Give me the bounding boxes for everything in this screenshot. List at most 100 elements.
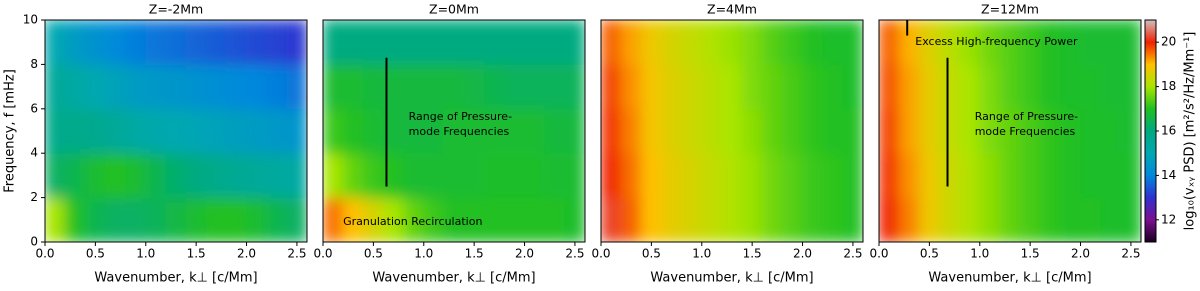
heat-cell: [64, 20, 86, 65]
heat-cell: [362, 20, 384, 65]
heat-cell: [781, 197, 804, 242]
heat-cell: [1059, 197, 1082, 242]
heat-cell: [443, 152, 465, 199]
heat-cell: [918, 63, 940, 110]
heat-cell: [463, 63, 485, 110]
colorbar-label: log₁₀(vₓᵧ PSD) [m²/s²/Hz/Mm⁻¹]: [1183, 32, 1198, 231]
heat-cell: [104, 20, 127, 65]
heat-cell: [64, 108, 86, 154]
heat-cell: [286, 152, 307, 199]
heat-cell: [64, 152, 86, 199]
heat-cell: [524, 108, 546, 154]
heat-cell: [898, 197, 920, 242]
heat-cell: [1120, 63, 1141, 110]
heat-cell: [362, 152, 384, 199]
plot-area: [45, 20, 307, 242]
heat-cell: [564, 152, 585, 199]
heat-cell: [266, 152, 288, 199]
heat-cell: [342, 63, 364, 110]
heatmap: [45, 20, 307, 242]
heat-cell: [681, 20, 703, 65]
heat-cell: [681, 63, 703, 110]
heat-cell: [165, 108, 187, 154]
heat-cell: [1100, 63, 1122, 110]
y-tick-label: 6: [30, 101, 38, 115]
heat-cell: [918, 20, 940, 65]
heat-cell: [483, 197, 505, 242]
heat-cell: [483, 108, 505, 154]
heat-cell: [362, 108, 384, 154]
x-tick-label: 0.0: [35, 247, 54, 261]
x-tick-label: 2.0: [1071, 247, 1090, 261]
heat-cell: [1100, 20, 1122, 65]
heat-cell: [165, 63, 187, 110]
heat-cell: [701, 197, 723, 242]
heat-cell: [205, 152, 227, 199]
heat-cell: [403, 152, 425, 199]
heat-cell: [761, 152, 783, 199]
heat-cell: [84, 152, 106, 199]
heat-cell: [1100, 197, 1122, 242]
heat-cell: [938, 63, 961, 110]
y-tick-label: 8: [30, 57, 38, 71]
heat-cell: [761, 197, 783, 242]
heat-cell: [620, 197, 642, 242]
heat-cell: [246, 63, 268, 110]
plot-area: [601, 20, 863, 242]
heat-cell: [879, 152, 900, 199]
heat-cell: [403, 197, 425, 242]
heat-cell: [802, 108, 824, 154]
heat-cell: [1039, 152, 1061, 199]
heat-cell: [1080, 20, 1102, 65]
heat-cell: [64, 197, 86, 242]
plot-frame: [322, 19, 586, 243]
heat-cell: [640, 20, 662, 65]
x-tick-label: 1.5: [465, 247, 484, 261]
heat-cell: [918, 197, 940, 242]
heat-cell: [225, 63, 248, 110]
heatmap: [323, 20, 585, 242]
heat-cell: [323, 63, 344, 110]
heat-cell: [443, 20, 465, 65]
annotation: mode Frequencies: [975, 125, 1076, 138]
heat-cell: [125, 20, 147, 65]
x-tick-label: 0.5: [364, 247, 383, 261]
heat-cell: [701, 108, 723, 154]
heat-cell: [483, 20, 505, 65]
heat-cell: [125, 152, 147, 199]
heat-cell: [721, 152, 743, 199]
heat-cell: [225, 108, 248, 154]
annotation: mode Frequencies: [409, 125, 510, 138]
heat-cell: [463, 20, 485, 65]
heat-cell: [761, 108, 783, 154]
plot-frame: [44, 19, 308, 243]
heat-cell: [524, 197, 546, 242]
heat-cell: [660, 108, 683, 154]
heat-cell: [938, 197, 961, 242]
heat-cell: [802, 20, 824, 65]
x-axis-label: Wavenumber, k⊥ [c/Mm]: [928, 271, 1091, 286]
panel-title: Z=12Mm: [981, 2, 1039, 17]
heat-cell: [741, 108, 763, 154]
heat-cell: [1080, 63, 1102, 110]
heat-cell: [225, 20, 248, 65]
heat-cell: [266, 197, 288, 242]
heat-cell: [544, 20, 566, 65]
heat-cell: [959, 108, 981, 154]
heat-cell: [524, 20, 546, 65]
heat-cell: [185, 108, 207, 154]
heat-cell: [165, 20, 187, 65]
plot-area: [323, 20, 585, 242]
colorbar-tick-label: 16: [1161, 124, 1176, 138]
heat-cell: [125, 197, 147, 242]
heat-cell: [544, 197, 566, 242]
heat-cell: [842, 20, 863, 65]
heat-cell: [681, 197, 703, 242]
heat-cell: [483, 63, 505, 110]
heat-cell: [483, 152, 505, 199]
heat-cell: [544, 108, 566, 154]
heat-cell: [145, 152, 167, 199]
heat-cell: [822, 20, 844, 65]
x-tick-label: 0.5: [920, 247, 939, 261]
heat-cell: [781, 152, 804, 199]
